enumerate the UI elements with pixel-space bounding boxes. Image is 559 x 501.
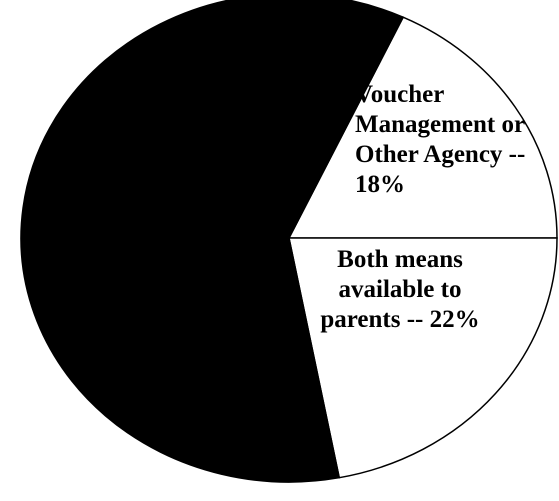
pie-slice — [287, 16, 558, 239]
slice-label: Both means available to parents -- 22% — [305, 245, 495, 335]
pie-slice — [288, 237, 558, 479]
value-label: 22% — [429, 306, 480, 333]
slice-label: Voucher Management or Other Agency -- 18… — [355, 80, 555, 200]
value-label: 18% — [355, 171, 405, 198]
category-label: Voucher Management or Other Agency -- — [355, 81, 526, 168]
category-label: Both means available to parents -- — [320, 246, 463, 333]
pie-slice — [20, 0, 405, 483]
